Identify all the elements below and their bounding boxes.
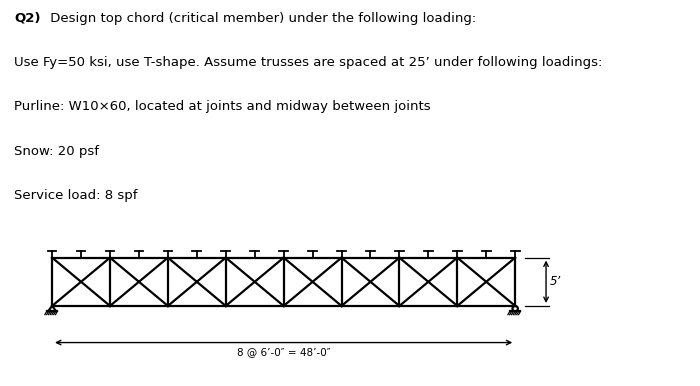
- Text: Purline: W10×60, located at joints and midway between joints: Purline: W10×60, located at joints and m…: [14, 100, 430, 113]
- Text: 5’: 5’: [550, 275, 561, 288]
- Text: Q2): Q2): [14, 12, 41, 25]
- Text: Service load: 8 spf: Service load: 8 spf: [14, 189, 137, 202]
- Text: Use Fy=50 ksi, use T-shape. Assume trusses are spaced at 25’ under following loa: Use Fy=50 ksi, use T-shape. Assume truss…: [14, 56, 603, 69]
- Text: Design top chord (critical member) under the following loading:: Design top chord (critical member) under…: [46, 12, 476, 25]
- Text: Snow: 20 psf: Snow: 20 psf: [14, 145, 99, 158]
- Text: 8 @ 6’-0″ = 48’-0″: 8 @ 6’-0″ = 48’-0″: [237, 347, 330, 357]
